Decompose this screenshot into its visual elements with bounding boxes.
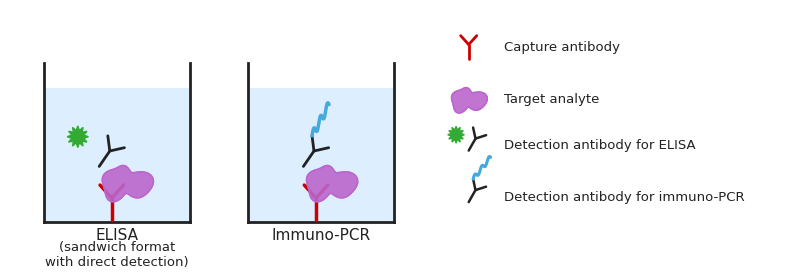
Polygon shape [67, 126, 89, 148]
Polygon shape [102, 165, 154, 202]
Text: Immuno-PCR: Immuno-PCR [271, 228, 370, 243]
Bar [248, 88, 394, 222]
Text: ELISA: ELISA [95, 228, 138, 243]
Text: Detection antibody for ELISA: Detection antibody for ELISA [504, 139, 695, 152]
Polygon shape [448, 126, 464, 143]
Text: (sandwich format
with direct detection): (sandwich format with direct detection) [45, 241, 189, 269]
Text: Target analyte: Target analyte [504, 92, 599, 105]
Bar [44, 88, 190, 222]
Text: Detection antibody for immuno-PCR: Detection antibody for immuno-PCR [504, 191, 744, 204]
Polygon shape [306, 165, 358, 202]
Text: Capture antibody: Capture antibody [504, 41, 620, 54]
Polygon shape [451, 87, 487, 113]
